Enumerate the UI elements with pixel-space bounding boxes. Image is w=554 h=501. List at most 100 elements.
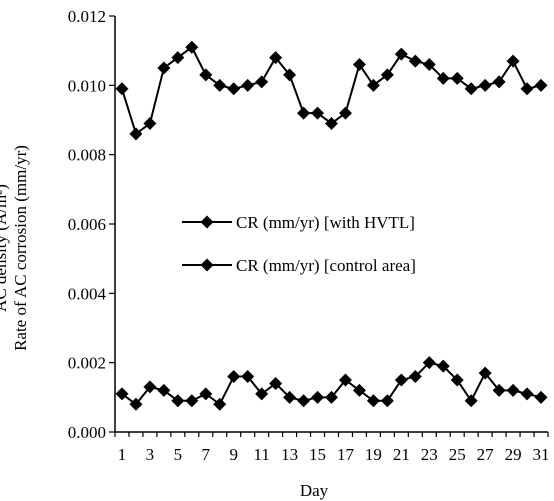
data-point xyxy=(255,387,269,401)
data-point xyxy=(311,390,325,404)
x-tick-label: 19 xyxy=(365,445,382,464)
data-point xyxy=(506,54,520,68)
data-point xyxy=(227,370,241,384)
data-point xyxy=(143,116,157,130)
x-tick-label: 5 xyxy=(174,445,183,464)
data-point xyxy=(311,106,325,120)
y-ticks: 0.000 0.002 0.004 0.006 0.008 0.010 0.012 xyxy=(68,7,115,442)
data-point xyxy=(283,390,297,404)
data-point xyxy=(352,383,366,397)
x-tick-label: 11 xyxy=(253,445,269,464)
series-1 xyxy=(115,40,548,141)
data-point xyxy=(129,127,143,141)
legend-label: CR (mm/yr) [control area] xyxy=(236,256,416,275)
data-point xyxy=(143,380,157,394)
data-point xyxy=(422,58,436,72)
data-point xyxy=(338,373,352,387)
x-tick-label: 23 xyxy=(421,445,438,464)
y-axis-title-partial: AC density (A/m²) xyxy=(0,184,10,312)
data-point xyxy=(394,47,408,61)
data-point xyxy=(185,40,199,54)
data-point xyxy=(199,387,213,401)
data-point xyxy=(255,75,269,89)
legend-item-2: CR (mm/yr) [control area] xyxy=(182,256,416,275)
data-point xyxy=(269,51,283,65)
y-tick-label: 0.012 xyxy=(68,7,106,26)
data-point xyxy=(269,376,283,390)
y-tick-label: 0.006 xyxy=(68,215,106,234)
data-point xyxy=(283,68,297,82)
x-tick-label: 31 xyxy=(533,445,550,464)
data-point xyxy=(394,373,408,387)
data-point xyxy=(297,106,311,120)
data-point xyxy=(478,366,492,380)
series-layer xyxy=(115,40,548,411)
data-point xyxy=(408,54,422,68)
data-point xyxy=(366,78,380,92)
data-point xyxy=(422,356,436,370)
y-tick-label: 0.002 xyxy=(68,354,106,373)
data-point xyxy=(478,78,492,92)
data-point xyxy=(352,58,366,72)
x-tick-label: 3 xyxy=(146,445,155,464)
x-axis-title: Day xyxy=(300,481,329,500)
data-point xyxy=(171,394,185,408)
y-tick-label: 0.004 xyxy=(68,284,107,303)
series-2 xyxy=(115,356,548,411)
data-point xyxy=(171,51,185,65)
legend-marker xyxy=(200,258,214,272)
legend-label: CR (mm/yr) [with HVTL] xyxy=(236,213,415,232)
y-tick-label: 0.008 xyxy=(68,146,106,165)
data-point xyxy=(199,68,213,82)
data-point xyxy=(227,82,241,96)
data-point xyxy=(157,383,171,397)
data-point xyxy=(506,383,520,397)
data-point xyxy=(185,394,199,408)
data-point xyxy=(450,71,464,85)
data-point xyxy=(534,78,548,92)
data-point xyxy=(492,383,506,397)
x-tick-label: 27 xyxy=(477,445,495,464)
legend: CR (mm/yr) [with HVTL] CR (mm/yr) [contro… xyxy=(182,213,416,275)
x-ticks: 1 3 5 7 9 11 13 15 17 19 21 23 25 27 29 31 xyxy=(114,432,550,464)
data-point xyxy=(534,390,548,404)
x-tick-label: 29 xyxy=(505,445,522,464)
legend-marker xyxy=(200,215,214,229)
data-point xyxy=(338,106,352,120)
data-point xyxy=(450,373,464,387)
data-point xyxy=(115,387,129,401)
x-tick-label: 13 xyxy=(281,445,298,464)
data-point xyxy=(325,390,338,404)
data-point xyxy=(115,82,129,96)
y-axis-title: Rate of AC corrosion (mm/yr) xyxy=(11,145,30,351)
data-point xyxy=(297,394,311,408)
x-tick-label: 17 xyxy=(337,445,355,464)
y-tick-label: 0.000 xyxy=(68,423,106,442)
data-point xyxy=(464,82,478,96)
x-tick-label: 1 xyxy=(118,445,127,464)
y-tick-label: 0.010 xyxy=(68,76,106,95)
legend-item-1: CR (mm/yr) [with HVTL] xyxy=(182,213,415,232)
data-point xyxy=(436,71,450,85)
data-point xyxy=(380,394,394,408)
data-point xyxy=(464,394,478,408)
data-point xyxy=(366,394,380,408)
x-tick-label: 15 xyxy=(309,445,326,464)
x-tick-label: 21 xyxy=(393,445,410,464)
data-point xyxy=(520,387,534,401)
data-point xyxy=(241,78,255,92)
data-point xyxy=(213,78,227,92)
data-point xyxy=(408,370,422,384)
x-tick-label: 25 xyxy=(449,445,466,464)
data-point xyxy=(436,359,450,373)
data-point xyxy=(492,75,506,89)
x-tick-label: 9 xyxy=(229,445,238,464)
x-tick-label: 7 xyxy=(202,445,211,464)
data-point xyxy=(520,82,534,96)
data-point xyxy=(157,61,171,75)
data-point xyxy=(129,397,143,411)
data-point xyxy=(241,370,255,384)
data-point xyxy=(213,397,227,411)
data-point xyxy=(380,68,394,82)
